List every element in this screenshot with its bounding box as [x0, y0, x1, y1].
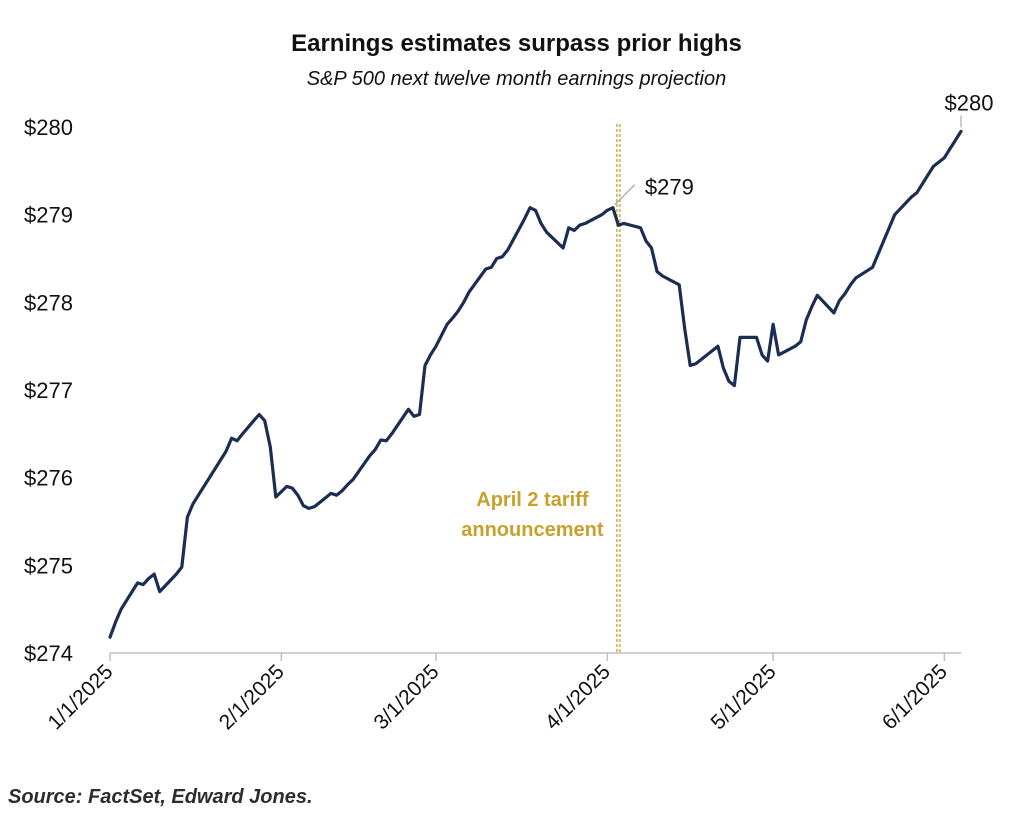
source-note: Source: FactSet, Edward Jones. [8, 786, 313, 808]
y-tick-label: $274 [24, 641, 73, 666]
chart-subtitle: S&P 500 next twelve month earnings proje… [306, 68, 727, 90]
x-tick-label: 6/1/2025 [878, 660, 952, 734]
x-tick-label: 1/1/2025 [43, 660, 117, 734]
latest-value-label: $280 [945, 90, 994, 115]
earnings-series-line [108, 129, 963, 639]
tariff-annotation-label: announcement [461, 519, 604, 541]
y-tick-label: $276 [24, 466, 73, 491]
x-tick-label: 5/1/2025 [707, 660, 781, 734]
y-tick-label: $279 [24, 203, 73, 228]
x-tick-label: 2/1/2025 [215, 660, 289, 734]
x-tick-label: 4/1/2025 [541, 660, 615, 734]
line-chart: 1/1/2025 2/1/2025 3/1/2025 4/1/2025 5/1/2025… [24, 90, 994, 734]
peak-value-label: $279 [645, 175, 694, 200]
x-tick-label: 3/1/2025 [369, 660, 443, 734]
y-tick-label: $278 [24, 290, 73, 315]
y-tick-label: $277 [24, 378, 73, 403]
label-leader-line [614, 184, 636, 206]
y-tick-label: $280 [24, 115, 73, 140]
chart-title: Earnings estimates surpass prior highs [291, 30, 742, 57]
tariff-annotation-label: April 2 tariff [476, 489, 589, 511]
y-tick-label: $275 [24, 553, 73, 578]
